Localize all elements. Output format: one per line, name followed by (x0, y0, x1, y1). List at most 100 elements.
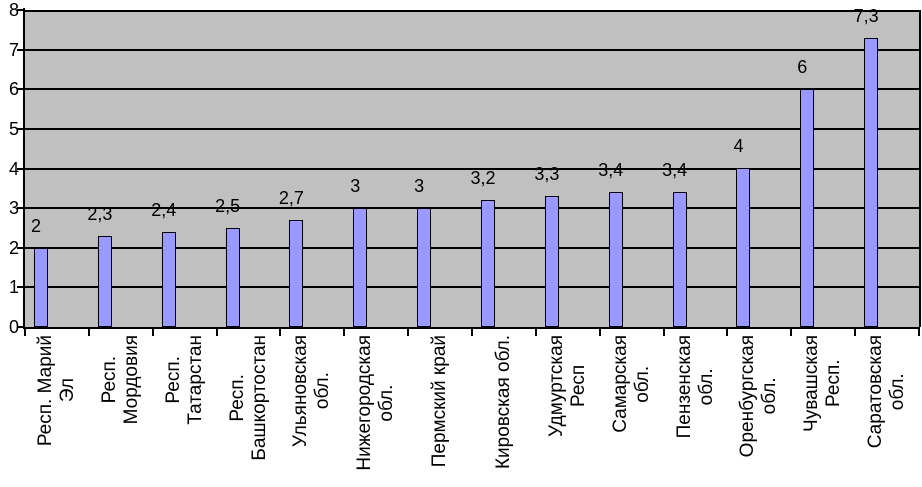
x-axis-tick (535, 329, 537, 336)
y-axis-tick (17, 88, 25, 90)
category-cell: Пензенская обл. (664, 335, 728, 485)
category-cell: Респ. Башкортостан (217, 335, 281, 485)
bar-value-label: 2 (30, 216, 42, 236)
category-cell: Кировская обл. (472, 335, 536, 485)
y-axis-tick (17, 128, 25, 130)
x-axis-tick (790, 329, 792, 336)
bar-value-label: 2,5 (215, 196, 241, 216)
category-label: Удмуртская Респ (545, 335, 589, 437)
category-label: Респ. Татарстан (162, 335, 206, 425)
x-axis-tick (24, 329, 26, 336)
x-axis-tick (279, 329, 281, 336)
bar (800, 89, 815, 327)
bar-value-label: 3 (350, 176, 361, 196)
y-axis-tick (17, 207, 25, 209)
bar-value-label: 4 (733, 136, 744, 156)
bar-value-label: 6 (797, 57, 808, 77)
y-axis-tick-label: 6 (8, 79, 19, 99)
x-axis-tick (726, 329, 728, 336)
bar-slot: 2,5 (215, 10, 281, 327)
category-cell: Удмуртская Респ (536, 335, 600, 485)
category-cell: Нижегородская обл. (344, 335, 408, 485)
category-label: Пермский край (429, 335, 451, 468)
bar-slot: 3 (408, 10, 472, 327)
bar-value-label: 3,2 (470, 168, 496, 188)
y-axis-tick (17, 49, 25, 51)
bar-value-label: 3,3 (534, 164, 560, 184)
gridline (25, 128, 919, 130)
gridline (25, 88, 919, 90)
plot-area: 2 2,3 2,4 2,5 2,7 3 3 3,2 3,3 3,4 3,4 4 6 7,3 (25, 6, 921, 327)
x-axis-tick (599, 329, 601, 336)
bar (481, 200, 496, 327)
bar-slot: 2,3 (87, 10, 153, 327)
bar-value-label: 2,7 (278, 188, 304, 208)
bar-slot: 3 (344, 10, 408, 327)
bar (34, 248, 48, 327)
bar-series: 2 2,3 2,4 2,5 2,7 3 3 3,2 3,3 3,4 3,4 4 6 7,3 (25, 6, 919, 327)
category-label: Респ. Башкортостан (226, 335, 270, 461)
y-axis-tick (17, 9, 25, 11)
y-axis-tick-label: 7 (8, 40, 19, 60)
bar-value-label: 7,3 (853, 6, 879, 26)
bar-value-label: 3,4 (662, 160, 688, 180)
gridline (25, 247, 919, 249)
category-cell: Респ. Мордовия (89, 335, 153, 485)
bar (225, 228, 240, 327)
x-axis-category-labels: Респ. Марий Эл Респ. Мордовия Респ. Татарс… (25, 335, 919, 485)
category-label: Чувашская Респ. (801, 335, 845, 432)
x-axis-tick (918, 329, 920, 336)
bar-value-label: 3,4 (598, 160, 624, 180)
bar (608, 192, 623, 327)
category-label: Кировская обл. (492, 335, 514, 470)
bar-slot: 3,4 (662, 10, 728, 327)
y-axis-tick-label: 8 (8, 0, 19, 20)
category-cell: Респ. Татарстан (153, 335, 217, 485)
x-axis-tick (854, 329, 856, 336)
y-axis-tick (17, 168, 25, 170)
bar-slot: 7,3 (854, 6, 919, 327)
category-label: Саратовская обл. (865, 335, 909, 449)
bar (97, 236, 112, 327)
category-label: Оренбургская обл. (737, 335, 781, 458)
x-axis-tick (152, 329, 154, 336)
y-axis-tick-label: 1 (8, 277, 19, 297)
y-axis-tick (17, 247, 25, 249)
category-label: Ульяновская обл. (290, 335, 334, 448)
category-cell: Чувашская Респ. (791, 335, 855, 485)
bar (353, 208, 368, 327)
x-axis-tick (88, 329, 90, 336)
category-cell: Самарская обл. (600, 335, 664, 485)
category-cell: Пермский край (408, 335, 472, 485)
bar-slot: 3,3 (534, 10, 600, 327)
gridline (25, 10, 919, 12)
bar-value-label: 2,3 (87, 204, 113, 224)
bar-slot: 2,4 (151, 10, 217, 327)
bar (161, 232, 176, 327)
gridline (25, 168, 919, 170)
category-label: Самарская обл. (609, 335, 653, 433)
gridline (25, 49, 919, 51)
bar (289, 220, 304, 327)
category-label: Пензенская обл. (673, 335, 717, 439)
category-cell: Респ. Марий Эл (25, 335, 89, 485)
bar-value-label: 2,4 (151, 200, 177, 220)
bar-slot: 2,7 (278, 10, 344, 327)
bar-slot: 4 (727, 10, 791, 327)
bar (672, 192, 687, 327)
category-cell: Саратовская обл. (855, 335, 919, 485)
y-axis-tick-label: 5 (8, 119, 19, 139)
bar-slot: 2 (25, 10, 89, 327)
bar-slot: 3,2 (470, 10, 536, 327)
gridline (25, 286, 919, 288)
category-label: Респ. Мордовия (98, 335, 142, 425)
y-axis-tick-label: 4 (8, 159, 19, 179)
category-label: Нижегородская обл. (354, 335, 398, 471)
y-axis-tick-label: 3 (8, 198, 19, 218)
category-cell: Оренбургская обл. (727, 335, 791, 485)
x-axis-tick (471, 329, 473, 336)
x-axis-tick (343, 329, 345, 336)
bar (417, 208, 432, 327)
x-axis-tick (407, 329, 409, 336)
